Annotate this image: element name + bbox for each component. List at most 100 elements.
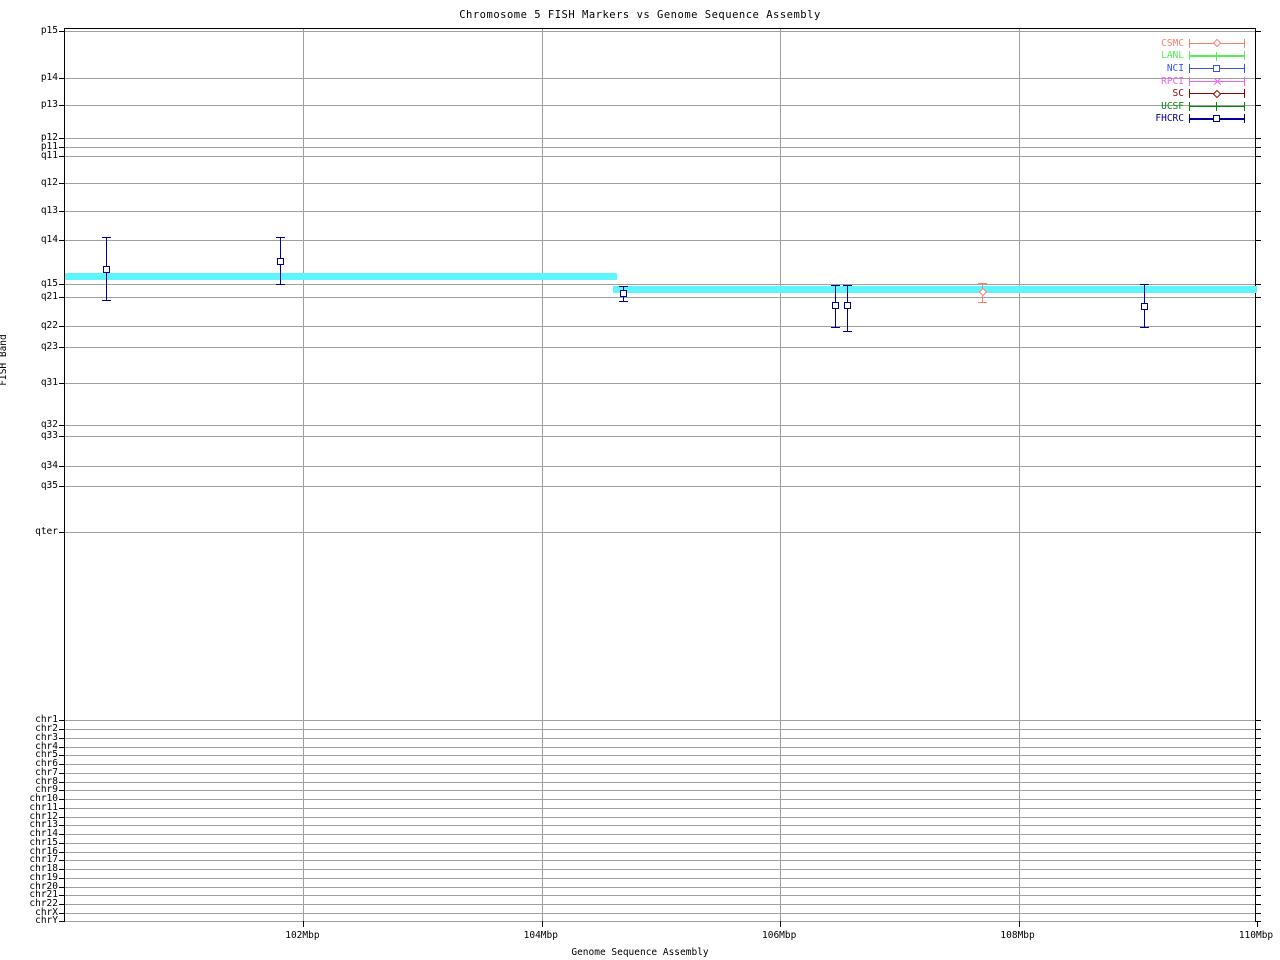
ytick-mark-chr7	[59, 773, 65, 774]
ytick-mark-chr16	[59, 852, 65, 853]
gridline-chr3	[65, 738, 1255, 739]
ytick-mark-right-chr18	[1255, 869, 1261, 870]
xtick-mark-102Mbp	[303, 921, 305, 927]
error-cap-lower	[978, 302, 987, 303]
gridline-108Mbp	[1018, 29, 1020, 921]
legend-cap-right	[1243, 101, 1245, 111]
ytick-mark-right-q33	[1255, 436, 1261, 437]
ytick-label-p14: p14	[40, 72, 58, 83]
square-marker[interactable]	[1141, 302, 1148, 310]
ytick-mark-right-q14	[1255, 240, 1261, 241]
legend-cap-left	[1189, 38, 1191, 48]
ytick-label-q12: q12	[40, 177, 58, 188]
square-marker[interactable]	[844, 301, 851, 309]
ytick-mark-right-chr19	[1255, 878, 1261, 879]
ytick-label-chr17: chr17	[29, 854, 58, 865]
legend-item-lanl[interactable]: LANL	[1155, 50, 1245, 63]
ytick-mark-right-chr2	[1255, 729, 1261, 730]
ytick-mark-right-chr22	[1255, 904, 1261, 905]
error-cap-upper	[1140, 284, 1149, 285]
chart-title: Chromosome 5 FISH Markers vs Genome Sequ…	[459, 9, 821, 21]
gridline-chr22	[65, 904, 1255, 905]
ytick-mark-right-p14	[1255, 78, 1261, 79]
xtick-mark-106Mbp	[780, 921, 782, 927]
error-cap-lower	[843, 331, 852, 332]
ytick-mark-right-chr9	[1255, 790, 1261, 791]
ytick-mark-q15	[59, 284, 65, 285]
legend-item-nci[interactable]: NCI	[1155, 62, 1245, 75]
gridline-chr11	[65, 808, 1255, 809]
square-marker[interactable]	[832, 301, 839, 309]
ytick-mark-q31	[59, 383, 65, 384]
gridline-104Mbp	[541, 29, 543, 921]
ytick-label-chr3: chr3	[35, 732, 58, 743]
error-cap-lower	[831, 327, 840, 328]
legend-cap-right	[1243, 63, 1245, 73]
gridline-chr1	[65, 720, 1255, 721]
ytick-mark-p12	[59, 138, 65, 139]
ytick-mark-p14	[59, 78, 65, 79]
square-marker[interactable]	[103, 265, 110, 273]
ytick-mark-right-q35	[1255, 486, 1261, 487]
ytick-label-chr22: chr22	[29, 898, 58, 909]
legend-cap-left	[1189, 63, 1191, 73]
gridline-chr16	[65, 852, 1255, 853]
ytick-label-chrY: chrY	[35, 915, 58, 926]
legend-cap-right	[1243, 89, 1245, 99]
plot-area[interactable]: CSMC LANL NCI RPCI SC UCSF FHCRC	[59, 28, 1261, 927]
legend-cap-left	[1189, 101, 1191, 111]
legend-symbol-csmc	[1189, 38, 1245, 49]
ytick-mark-right-chr13	[1255, 825, 1261, 826]
ytick-mark-chr6	[59, 764, 65, 765]
gridline-p13	[65, 105, 1255, 106]
legend-item-fhcrc[interactable]: FHCRC	[1155, 113, 1245, 126]
ytick-mark-p11	[59, 147, 65, 148]
legend-symbol-nci	[1189, 63, 1245, 74]
error-cap-upper	[276, 237, 285, 238]
ytick-mark-chr13	[59, 825, 65, 826]
gridline-qter	[65, 532, 1255, 533]
ytick-mark-chrX	[59, 913, 65, 914]
ytick-label-chr1: chr1	[35, 714, 58, 725]
ytick-mark-chr21	[59, 895, 65, 896]
ytick-mark-chr2	[59, 729, 65, 730]
ytick-mark-chr19	[59, 878, 65, 879]
ytick-mark-chr4	[59, 747, 65, 748]
legend[interactable]: CSMC LANL NCI RPCI SC UCSF FHCRC	[1153, 35, 1247, 127]
ytick-mark-chr15	[59, 843, 65, 844]
ytick-mark-right-chr14	[1255, 834, 1261, 835]
gridline-q12	[65, 183, 1255, 184]
ytick-label-chr11: chr11	[29, 802, 58, 813]
ytick-mark-right-p15	[1255, 31, 1261, 32]
ytick-label-p13: p13	[40, 99, 58, 110]
ytick-mark-chrY	[59, 921, 65, 922]
ytick-mark-chr17	[59, 860, 65, 861]
ytick-mark-right-q15	[1255, 284, 1261, 285]
ytick-mark-chr12	[59, 817, 65, 818]
legend-item-csmc[interactable]: CSMC	[1155, 37, 1245, 50]
ytick-mark-q12	[59, 183, 65, 184]
xtick-label-108Mbp: 108Mbp	[1000, 930, 1035, 941]
ytick-mark-chr18	[59, 869, 65, 870]
square-marker[interactable]	[277, 257, 284, 265]
legend-square-icon	[1213, 64, 1220, 72]
legend-item-rpci[interactable]: RPCI	[1155, 75, 1245, 88]
ytick-mark-right-p13	[1255, 105, 1261, 106]
gridline-q22	[65, 326, 1255, 327]
square-marker[interactable]	[620, 289, 627, 297]
ytick-mark-right-q23	[1255, 347, 1261, 348]
legend-cap-right	[1243, 51, 1245, 61]
ytick-mark-chr14	[59, 834, 65, 835]
ytick-label-chr8: chr8	[35, 776, 58, 787]
ytick-mark-right-q31	[1255, 383, 1261, 384]
legend-label-fhcrc: FHCRC	[1155, 113, 1184, 125]
gridline-q13	[65, 211, 1255, 212]
ytick-mark-q33	[59, 436, 65, 437]
gridline-p14	[65, 78, 1255, 79]
legend-item-ucsf[interactable]: UCSF	[1155, 100, 1245, 113]
ytick-mark-right-chr11	[1255, 808, 1261, 809]
legend-label-nci: NCI	[1166, 62, 1184, 74]
legend-item-sc[interactable]: SC	[1155, 87, 1245, 100]
gridline-q11	[65, 156, 1255, 157]
